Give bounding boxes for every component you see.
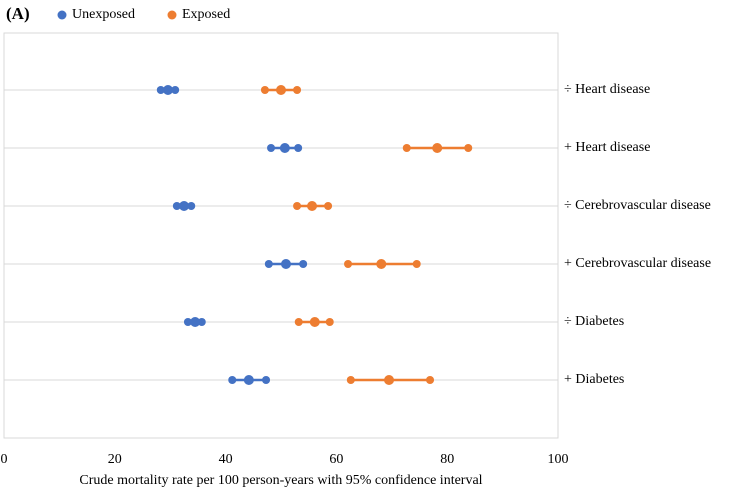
- ci-lower: [172, 202, 181, 210]
- panel-label: (A): [6, 4, 30, 23]
- ci-lower: [260, 86, 269, 94]
- point: [376, 259, 387, 269]
- ci-upper: [294, 144, 303, 152]
- ci-lower: [156, 86, 165, 94]
- ci-upper: [299, 260, 308, 268]
- ci-upper: [197, 318, 206, 326]
- point: [307, 201, 318, 211]
- x-tick-label: 80: [440, 452, 454, 467]
- ci-lower: [402, 144, 411, 152]
- point: [280, 259, 291, 269]
- legend-marker: [57, 10, 67, 20]
- point: [243, 375, 254, 385]
- category-label: + Heart disease: [564, 140, 650, 155]
- plot-frame: [3, 32, 559, 439]
- point: [432, 143, 443, 153]
- point: [190, 317, 201, 327]
- category-label: + Cerebrovascular disease: [564, 256, 711, 271]
- ci-lower: [228, 376, 237, 384]
- point: [276, 85, 286, 95]
- x-axis-label: Crude mortality rate per 100 person-year…: [79, 473, 482, 488]
- x-tick-label: 40: [219, 452, 233, 467]
- ci-upper: [412, 260, 421, 268]
- ci-upper: [293, 86, 302, 94]
- ci-lower: [294, 318, 303, 326]
- legend-marker: [167, 10, 177, 20]
- point: [384, 375, 395, 385]
- x-tick-label: 20: [108, 452, 122, 467]
- ci-lower: [346, 376, 355, 384]
- ci-upper: [187, 202, 196, 210]
- category-label: + Diabetes: [564, 372, 624, 387]
- x-tick-label: 100: [548, 452, 569, 467]
- legend-label: Exposed: [182, 7, 230, 22]
- point: [279, 143, 290, 153]
- ci-lower: [293, 202, 302, 210]
- ci-upper: [325, 318, 334, 326]
- x-tick-label: 60: [329, 452, 343, 467]
- point: [179, 201, 190, 211]
- x-tick-label: 0: [1, 452, 8, 467]
- category-label: ÷ Diabetes: [564, 314, 624, 329]
- ci-upper: [324, 202, 333, 210]
- ci-upper: [262, 376, 271, 384]
- ci-lower: [344, 260, 353, 268]
- point: [162, 85, 173, 95]
- ci-upper: [426, 376, 435, 384]
- ci-upper: [171, 86, 180, 94]
- legend-label: Unexposed: [72, 7, 135, 22]
- point: [309, 317, 320, 327]
- ci-upper: [464, 144, 473, 152]
- ci-lower: [264, 260, 273, 268]
- category-label: ÷ Heart disease: [564, 82, 650, 97]
- ci-lower: [183, 318, 192, 326]
- ci-lower: [267, 144, 276, 152]
- category-label: ÷ Cerebrovascular disease: [564, 198, 711, 213]
